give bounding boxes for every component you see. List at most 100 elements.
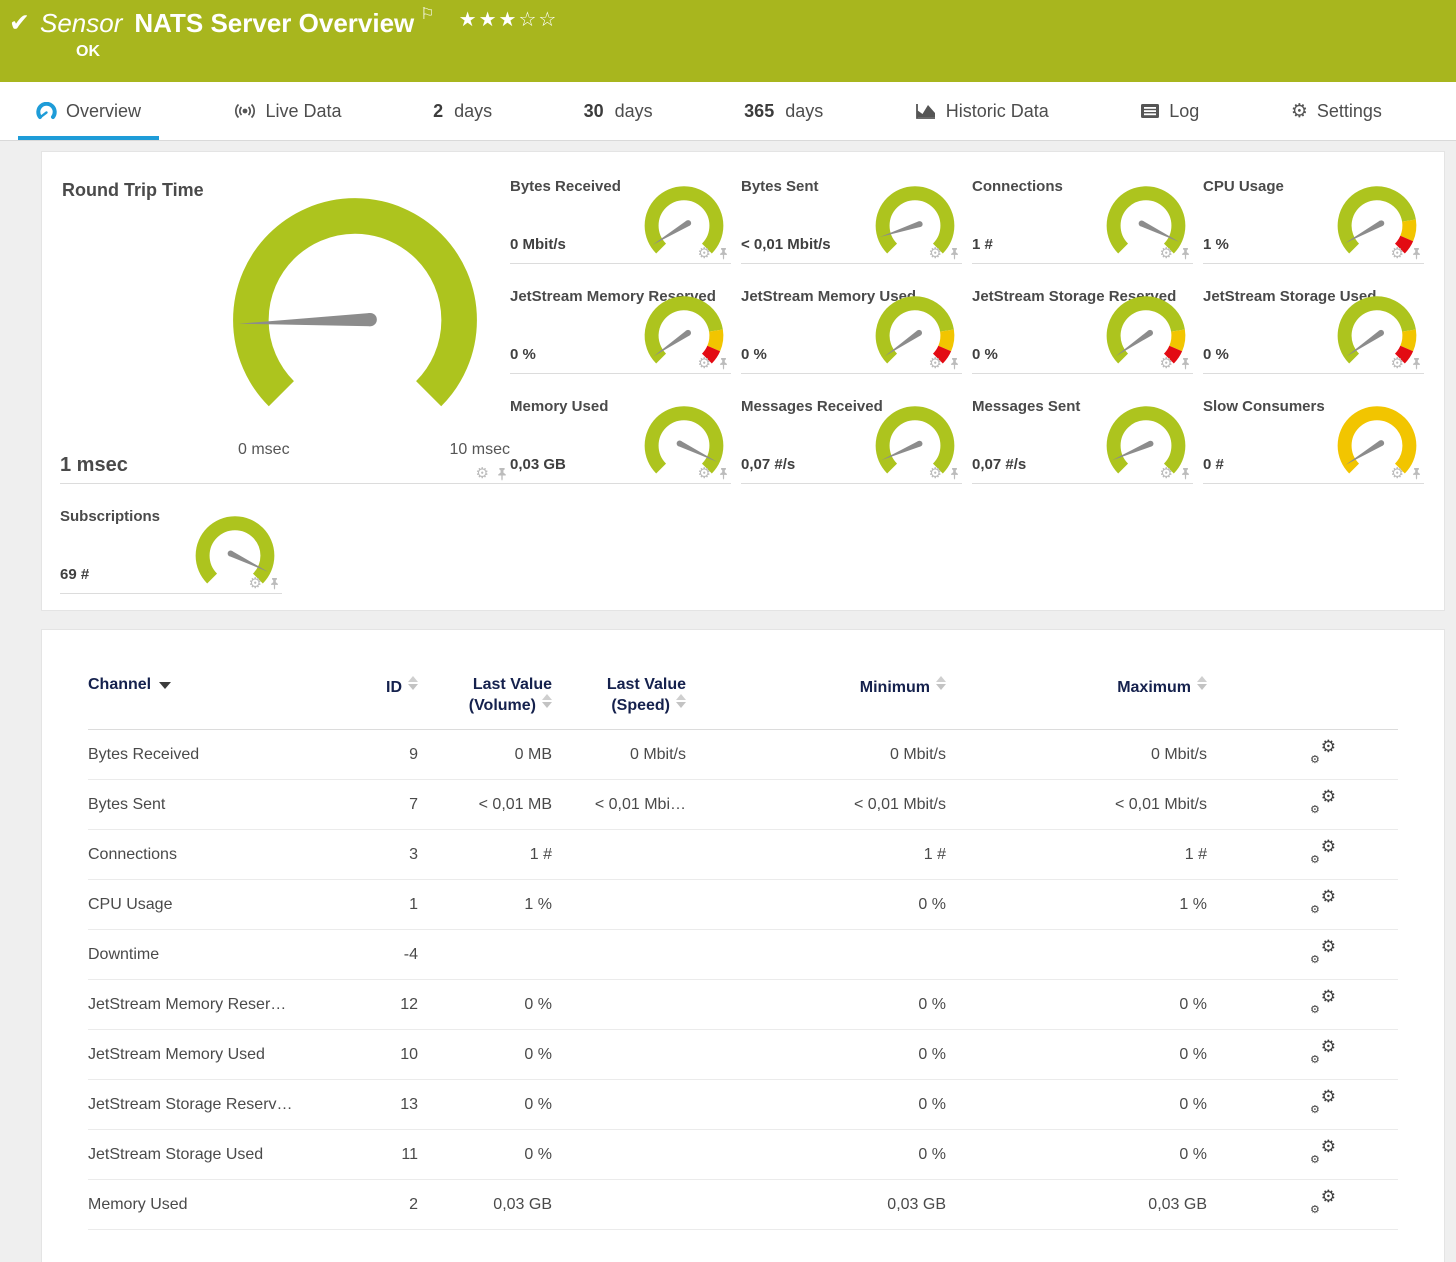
id-cell: 10	[400, 1045, 418, 1063]
tab-log[interactable]: Log	[1122, 82, 1217, 140]
star-icon[interactable]: ☆	[518, 9, 539, 31]
pin-icon[interactable]	[718, 467, 729, 480]
minimum-cell: 1 #	[923, 845, 946, 863]
gear-icon[interactable]: ⚙	[248, 575, 262, 592]
gauge-tile-jetstream-storage-reserved[interactable]: JetStream Storage Reserved 0 % ⚙	[972, 282, 1193, 374]
channel-cell[interactable]: Connections	[88, 845, 177, 863]
channel-settings-gears-icon[interactable]: ⚙ ⚙	[1310, 937, 1336, 966]
tab-historic-data[interactable]: Historic Data	[897, 82, 1067, 140]
gear-icon[interactable]: ⚙	[928, 355, 942, 372]
gear-icon[interactable]: ⚙	[1390, 355, 1404, 372]
channel-settings-gears-icon[interactable]: ⚙ ⚙	[1310, 837, 1336, 866]
tab-30-days[interactable]: 30 days	[566, 82, 671, 140]
priority-stars[interactable]: ★★★☆☆	[459, 7, 559, 32]
column-header-channel[interactable]: Channel	[88, 670, 338, 730]
gear-icon[interactable]: ⚙	[1159, 245, 1173, 262]
column-header-id[interactable]: ID	[338, 670, 418, 730]
channel-cell[interactable]: JetStream Storage Reserv…	[88, 1095, 293, 1113]
pin-icon[interactable]	[949, 467, 960, 480]
maximum-cell: 0,03 GB	[1148, 1195, 1207, 1213]
channel-cell[interactable]: Bytes Received	[88, 745, 200, 763]
gauge-tile-messages-sent[interactable]: Messages Sent 0,07 #/s ⚙	[972, 392, 1193, 484]
tab-365-days[interactable]: 365 days	[726, 82, 841, 140]
minimum-cell: 0 %	[918, 995, 946, 1013]
last-value-speed-cell	[552, 1030, 686, 1080]
tab-settings[interactable]: ⚙ Settings	[1273, 82, 1400, 140]
gear-icon[interactable]: ⚙	[697, 355, 711, 372]
pin-icon[interactable]	[269, 577, 280, 590]
star-icon[interactable]: ★	[458, 9, 479, 31]
pin-icon[interactable]	[496, 467, 508, 481]
tab-live-data[interactable]: Live Data	[215, 82, 360, 140]
pin-icon[interactable]	[1411, 247, 1422, 260]
gauge-tile-memory-used[interactable]: Memory Used 0,03 GB ⚙	[510, 392, 731, 484]
pin-icon[interactable]	[718, 357, 729, 370]
pin-icon[interactable]	[1411, 357, 1422, 370]
table-row: Bytes Received 9 0 MB 0 Mbit/s 0 Mbit/s …	[88, 730, 1398, 780]
tab-overview[interactable]: Overview	[18, 82, 160, 140]
gauge-tile-slow-consumers[interactable]: Slow Consumers 0 # ⚙	[1203, 392, 1424, 484]
gear-icon[interactable]: ⚙	[928, 465, 942, 482]
column-header-minimum[interactable]: Minimum	[686, 670, 946, 730]
column-header-last-value-speed[interactable]: Last Value (Speed)	[552, 670, 686, 730]
flag-icon[interactable]: ⚐	[420, 6, 435, 23]
star-icon[interactable]: ☆	[538, 9, 559, 31]
tab-2-days[interactable]: 2 days	[415, 82, 510, 140]
pin-icon[interactable]	[949, 247, 960, 260]
pin-icon[interactable]	[1180, 247, 1191, 260]
gauge-tile-bytes-sent[interactable]: Bytes Sent < 0,01 Mbit/s ⚙	[741, 172, 962, 264]
gauge-value: 0 %	[972, 346, 998, 363]
gauge-tile-jetstream-storage-used[interactable]: JetStream Storage Used 0 % ⚙	[1203, 282, 1424, 374]
gauge-tile-jetstream-memory-reserved[interactable]: JetStream Memory Reserved 0 % ⚙	[510, 282, 731, 374]
pin-icon[interactable]	[1180, 357, 1191, 370]
gear-icon[interactable]: ⚙	[1159, 355, 1173, 372]
sort-icon	[542, 694, 552, 708]
channel-cell[interactable]: CPU Usage	[88, 895, 173, 913]
star-icon[interactable]: ★	[478, 9, 499, 31]
gauge-tile-jetstream-memory-used[interactable]: JetStream Memory Used 0 % ⚙	[741, 282, 962, 374]
id-cell: -4	[403, 945, 418, 963]
channel-settings-gears-icon[interactable]: ⚙ ⚙	[1310, 1187, 1336, 1216]
channel-cell[interactable]: Memory Used	[88, 1195, 188, 1213]
channel-cell[interactable]: JetStream Memory Used	[88, 1045, 265, 1063]
column-label: Channel	[88, 676, 152, 693]
channel-settings-gears-icon[interactable]: ⚙ ⚙	[1310, 887, 1336, 916]
channel-cell[interactable]: Bytes Sent	[88, 795, 166, 813]
gauge-value: < 0,01 Mbit/s	[741, 236, 831, 253]
gear-icon[interactable]: ⚙	[475, 465, 489, 482]
gauge-value: 0 %	[510, 346, 536, 363]
id-cell: 12	[400, 995, 418, 1013]
table-row: Connections 3 1 # 1 # 1 # ⚙ ⚙	[88, 830, 1398, 880]
gear-icon[interactable]: ⚙	[1159, 465, 1173, 482]
id-cell: 2	[409, 1195, 418, 1213]
gauge-title: Round Trip Time	[62, 180, 204, 200]
pin-icon[interactable]	[718, 247, 729, 260]
gauge-tile-round-trip-time[interactable]: Round Trip Time 0 msec 10 msec 1 msec ⚙	[60, 172, 510, 484]
channel-settings-gears-icon[interactable]: ⚙ ⚙	[1310, 737, 1336, 766]
gauge-tile-subscriptions[interactable]: Subscriptions 69 # ⚙	[60, 502, 282, 594]
channel-settings-gears-icon[interactable]: ⚙ ⚙	[1310, 1137, 1336, 1166]
pin-icon[interactable]	[949, 357, 960, 370]
gear-icon[interactable]: ⚙	[697, 465, 711, 482]
gauge-tile-bytes-received[interactable]: Bytes Received 0 Mbit/s ⚙	[510, 172, 731, 264]
column-header-maximum[interactable]: Maximum	[946, 670, 1207, 730]
channel-cell[interactable]: Downtime	[88, 945, 160, 963]
channel-cell[interactable]: JetStream Memory Reser…	[88, 995, 287, 1013]
gear-icon[interactable]: ⚙	[928, 245, 942, 262]
gauge-tile-cpu-usage[interactable]: CPU Usage 1 % ⚙	[1203, 172, 1424, 264]
gear-icon[interactable]: ⚙	[697, 245, 711, 262]
gauge-tile-messages-received[interactable]: Messages Received 0,07 #/s ⚙	[741, 392, 962, 484]
channel-settings-gears-icon[interactable]: ⚙ ⚙	[1310, 1037, 1336, 1066]
pin-icon[interactable]	[1411, 467, 1422, 480]
gauge-dial	[644, 406, 724, 474]
star-icon[interactable]: ★	[498, 9, 519, 31]
gear-icon[interactable]: ⚙	[1390, 465, 1404, 482]
gauge-tile-connections[interactable]: Connections 1 # ⚙	[972, 172, 1193, 264]
pin-icon[interactable]	[1180, 467, 1191, 480]
gear-icon[interactable]: ⚙	[1390, 245, 1404, 262]
column-header-last-value-volume[interactable]: Last Value (Volume)	[418, 670, 552, 730]
channel-settings-gears-icon[interactable]: ⚙ ⚙	[1310, 987, 1336, 1016]
channel-settings-gears-icon[interactable]: ⚙ ⚙	[1310, 787, 1336, 816]
channel-settings-gears-icon[interactable]: ⚙ ⚙	[1310, 1087, 1336, 1116]
channel-cell[interactable]: JetStream Storage Used	[88, 1145, 264, 1163]
